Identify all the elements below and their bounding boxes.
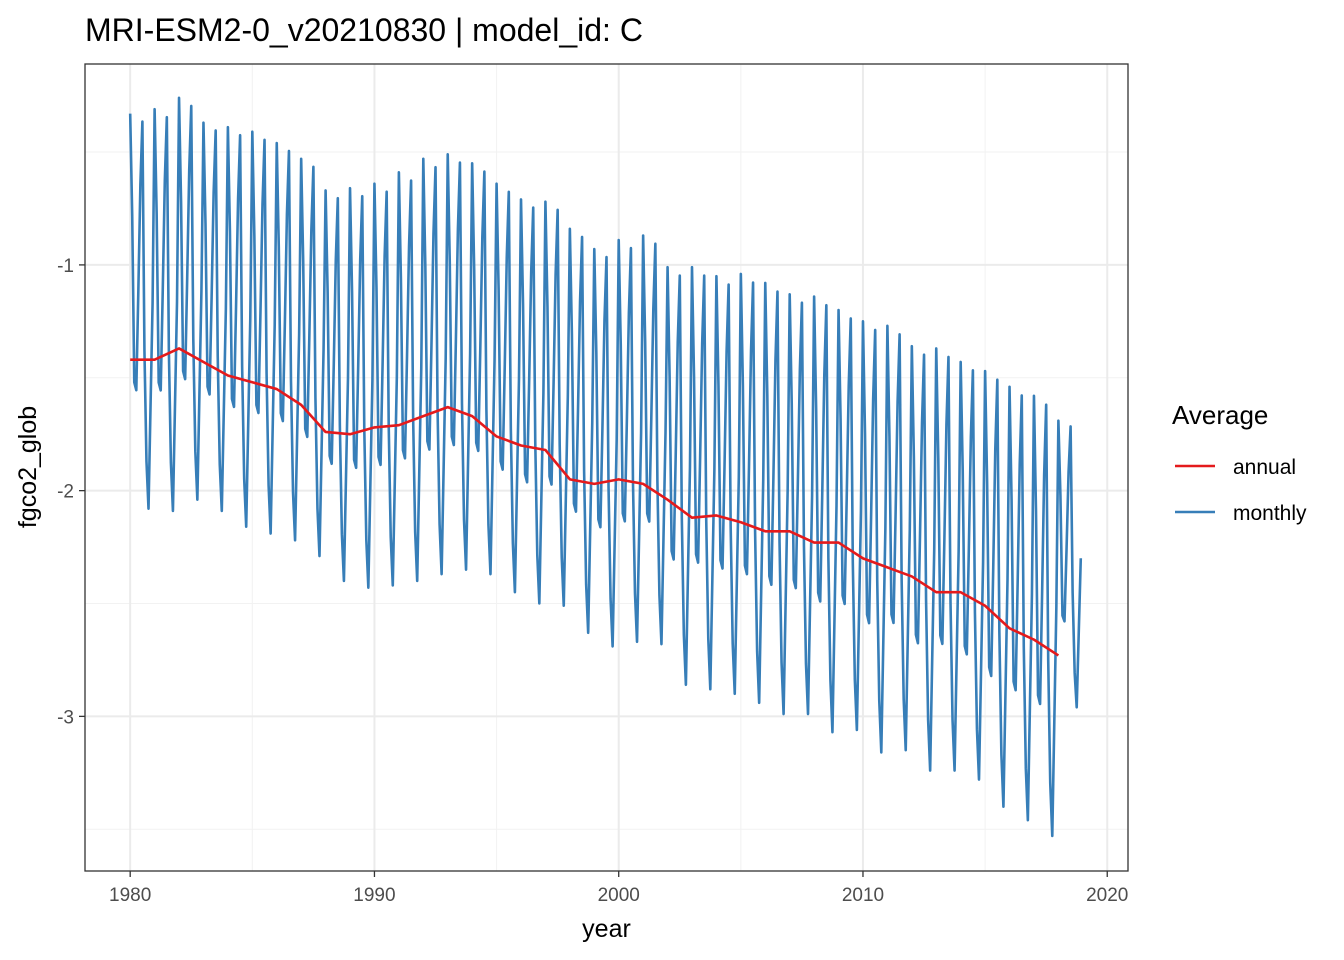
x-axis: 1980 1990 2000 2010 2020 — [109, 871, 1128, 906]
series-monthly-line — [128, 96, 1083, 838]
x-tick-label: 2010 — [842, 885, 884, 906]
plot-panel-border — [84, 63, 1129, 872]
y-tick-label: -2 — [57, 482, 74, 503]
legend-title: Average — [1172, 400, 1268, 430]
x-axis-title: year — [582, 915, 631, 943]
legend-label-annual: annual — [1233, 456, 1296, 479]
x-tick-label: 2000 — [598, 885, 640, 906]
x-tick-label: 2020 — [1086, 885, 1128, 906]
y-axis: -1 -2 -3 — [57, 256, 85, 728]
legend: Average annual monthly — [1172, 400, 1307, 525]
y-axis-title: fgco2_glob — [14, 406, 42, 528]
y-tick-label: -3 — [57, 707, 74, 728]
legend-label-monthly: monthly — [1233, 502, 1307, 525]
series-layer — [128, 96, 1083, 838]
chart-title: MRI-ESM2-0_v20210830 | model_id: C — [85, 12, 643, 48]
x-tick-label: 1990 — [353, 885, 395, 906]
y-tick-label: -1 — [57, 256, 74, 277]
series-annual-line — [130, 347, 1060, 657]
x-tick-label: 1980 — [109, 885, 151, 906]
